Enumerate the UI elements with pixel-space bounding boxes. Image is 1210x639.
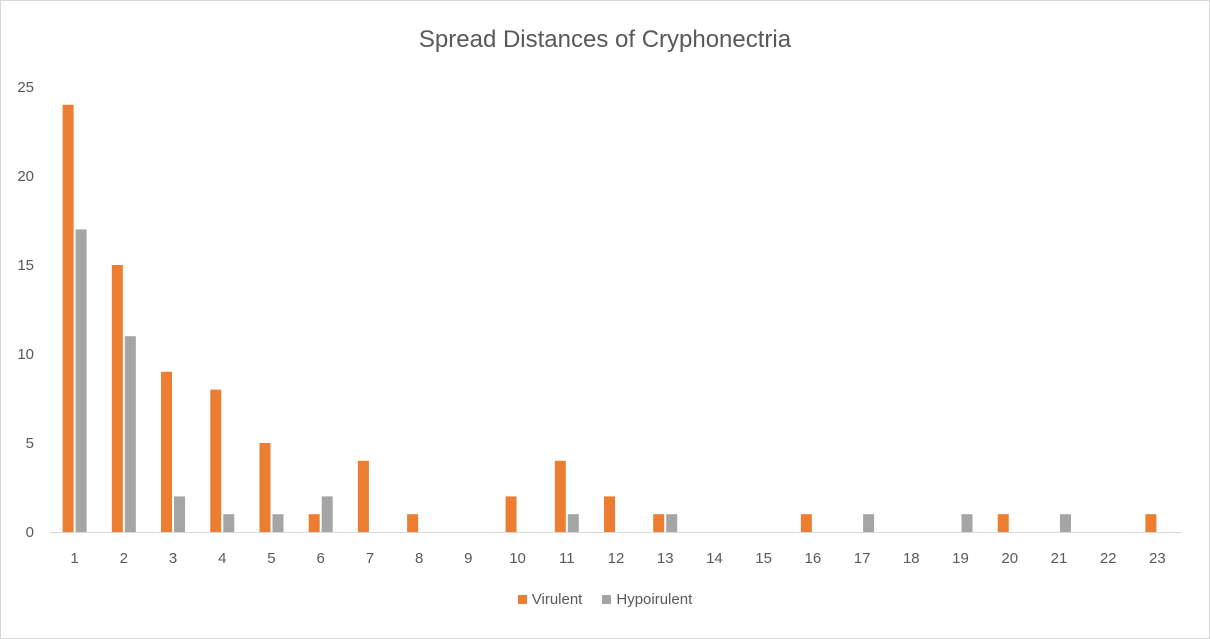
x-tick-label: 6 [317, 550, 325, 567]
bar-hypoirulent-4 [223, 514, 235, 532]
bar-hypoirulent-11 [567, 514, 579, 532]
x-tick-label: 19 [952, 550, 969, 567]
bar-virulent-20 [997, 514, 1009, 532]
x-tick-label: 8 [415, 550, 423, 567]
x-tick-label: 13 [657, 550, 674, 567]
legend-item-virulent: Virulent [517, 591, 583, 608]
bar-virulent-7 [357, 460, 369, 532]
bar-hypoirulent-5 [272, 514, 284, 532]
x-tick-label: 4 [218, 550, 226, 567]
bar-virulent-8 [407, 514, 419, 532]
y-tick-label: 0 [26, 524, 34, 541]
x-tick-label: 21 [1051, 550, 1068, 567]
bar-virulent-5 [259, 443, 271, 532]
x-tick-label: 17 [854, 550, 871, 567]
x-tick-label: 22 [1100, 550, 1117, 567]
x-tick-label: 9 [464, 550, 472, 567]
legend-label-hypoirulent: Hypoirulent [616, 591, 693, 608]
chart-title: Spread Distances of Cryphonectria [418, 26, 792, 53]
bar-hypoirulent-3 [174, 496, 186, 532]
x-tick-label: 15 [755, 550, 772, 567]
y-tick-label: 15 [17, 257, 34, 274]
x-tick-label: 14 [706, 550, 723, 567]
x-tick-label: 3 [169, 550, 177, 567]
bar-virulent-4 [210, 389, 222, 532]
y-tick-label: 25 [17, 79, 34, 96]
y-tick-label: 10 [17, 346, 34, 363]
bar-virulent-23 [1145, 514, 1157, 532]
bar-hypoirulent-19 [961, 514, 973, 532]
bar-virulent-2 [111, 265, 123, 532]
bar-virulent-13 [653, 514, 665, 532]
bar-virulent-12 [604, 496, 615, 532]
bar-hypoirulent-17 [863, 514, 875, 532]
x-tick-label: 16 [805, 550, 822, 567]
bar-virulent-11 [554, 460, 566, 532]
x-tick-label: 5 [267, 550, 275, 567]
legend-item-hypoirulent: Hypoirulent [602, 591, 692, 608]
x-tick-label: 1 [70, 550, 78, 567]
x-tick-label: 10 [509, 550, 526, 567]
x-tick-label: 12 [608, 550, 625, 567]
y-tick-label: 5 [26, 435, 34, 452]
x-tick-label: 20 [1001, 550, 1018, 567]
bar-hypoirulent-6 [321, 496, 333, 532]
y-tick-label: 20 [17, 168, 34, 185]
x-tick-label: 2 [120, 550, 128, 567]
bar-virulent-16 [800, 514, 812, 532]
x-tick-label: 7 [366, 550, 374, 567]
bar-hypoirulent-21 [1059, 514, 1071, 532]
legend-swatch-virulent [517, 595, 527, 604]
bar-hypoirulent-1 [75, 229, 87, 532]
bar-virulent-10 [505, 496, 517, 532]
x-tick-label: 18 [903, 550, 920, 567]
bar-virulent-3 [161, 371, 173, 532]
x-tick-label: 11 [559, 550, 575, 567]
x-tick-label: 23 [1149, 550, 1166, 567]
bar-virulent-6 [308, 514, 320, 532]
legend-swatch-hypoirulent [602, 595, 612, 604]
legend-label-virulent: Virulent [531, 591, 583, 608]
bar-virulent-1 [62, 104, 74, 533]
bar-hypoirulent-13 [666, 514, 678, 532]
bar-hypoirulent-2 [124, 336, 136, 532]
legend: Virulent Hypoirulent [0, 591, 1210, 608]
